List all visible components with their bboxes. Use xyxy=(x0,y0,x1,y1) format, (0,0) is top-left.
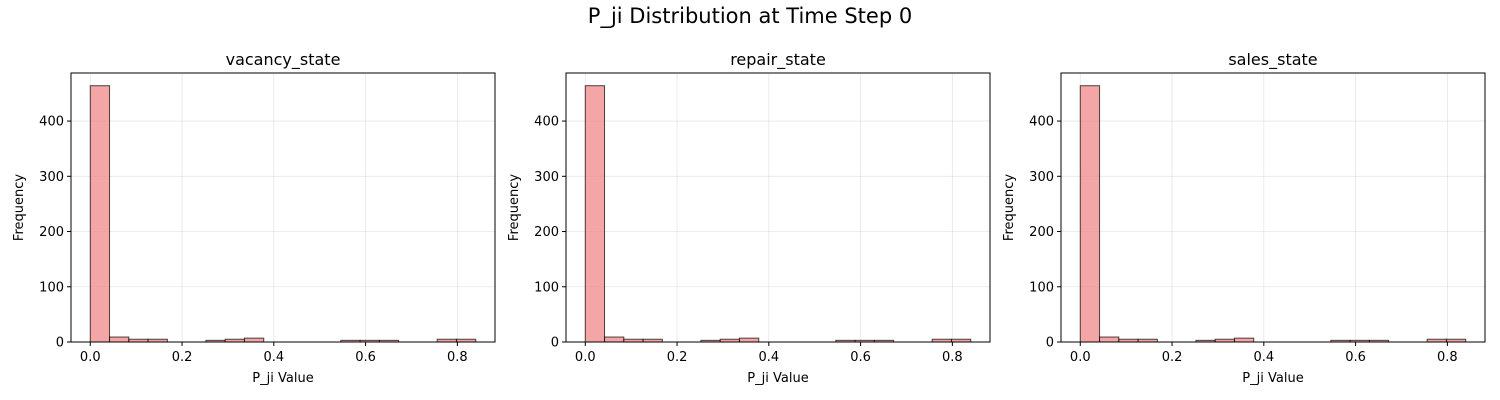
y-axis-label: Frequency xyxy=(1002,174,1017,241)
x-tick-label: 0.2 xyxy=(667,350,688,365)
y-tick-label: 400 xyxy=(39,115,64,130)
y-tick-label: 0 xyxy=(551,336,559,351)
y-tick-label: 400 xyxy=(534,115,559,130)
histogram-panel-sales-state: 0.0 0.2 0.4 0.6 0.8 0 100 200 300 400 sales_state P… xyxy=(1002,50,1486,386)
histogram-bar xyxy=(738,337,760,343)
figure-title: P_ji Distribution at Time Step 0 xyxy=(587,4,913,28)
histogram-panel-vacancy-state: 0.0 0.2 0.4 0.6 0.8 0 100 200 300 400 vacancy_stat… xyxy=(12,50,496,386)
histogram-bar xyxy=(109,336,130,343)
y-tick-label: 300 xyxy=(534,170,559,185)
x-tick-label: 0.2 xyxy=(1162,350,1183,365)
x-axis-label: P_ji Value xyxy=(747,371,808,386)
y-axis-label: Frequency xyxy=(12,174,27,241)
y-axis-label: Frequency xyxy=(507,174,522,241)
x-tick-label: 0.8 xyxy=(942,350,963,365)
histogram-bar xyxy=(89,85,111,343)
y-tick-label: 200 xyxy=(39,225,64,240)
y-tick-label: 300 xyxy=(1029,170,1054,185)
x-tick-label: 0.8 xyxy=(447,350,468,365)
x-tick-label: 0.0 xyxy=(1070,350,1091,365)
x-axis-label: P_ji Value xyxy=(1242,371,1303,386)
panel-title: vacancy_state xyxy=(226,50,341,70)
histogram-bar xyxy=(604,336,625,343)
histogram-bar xyxy=(1079,85,1101,343)
y-tick-label: 400 xyxy=(1029,115,1054,130)
x-tick-label: 0.6 xyxy=(355,350,376,365)
y-tick-label: 0 xyxy=(56,336,64,351)
x-axis-label: P_ji Value xyxy=(252,371,313,386)
x-tick-label: 0.4 xyxy=(263,350,284,365)
y-tick-label: 200 xyxy=(534,225,559,240)
y-tick-label: 100 xyxy=(1029,280,1054,295)
x-tick-label: 0.6 xyxy=(1345,350,1366,365)
x-tick-label: 0.6 xyxy=(850,350,871,365)
histogram-bar xyxy=(1233,337,1255,343)
histogram-panel-repair-state: 0.0 0.2 0.4 0.6 0.8 0 100 200 300 400 repair_state… xyxy=(507,50,991,386)
x-tick-label: 0.2 xyxy=(172,350,193,365)
histogram-bar xyxy=(243,337,265,343)
axes-frame xyxy=(565,72,991,343)
y-tick-label: 100 xyxy=(534,280,559,295)
y-tick-label: 0 xyxy=(1046,336,1054,351)
y-tick-label: 100 xyxy=(39,280,64,295)
x-tick-label: 0.0 xyxy=(80,350,101,365)
y-tick-label: 200 xyxy=(1029,225,1054,240)
histogram-bar xyxy=(1099,336,1120,343)
axes-frame xyxy=(1060,72,1486,343)
histogram-bar xyxy=(584,85,606,343)
axes-frame xyxy=(70,72,496,343)
x-tick-label: 0.0 xyxy=(575,350,596,365)
x-tick-label: 0.4 xyxy=(758,350,779,365)
panel-title: repair_state xyxy=(730,50,826,70)
x-tick-label: 0.4 xyxy=(1253,350,1274,365)
y-tick-label: 300 xyxy=(39,170,64,185)
x-tick-label: 0.8 xyxy=(1437,350,1458,365)
panel-title: sales_state xyxy=(1228,50,1317,70)
